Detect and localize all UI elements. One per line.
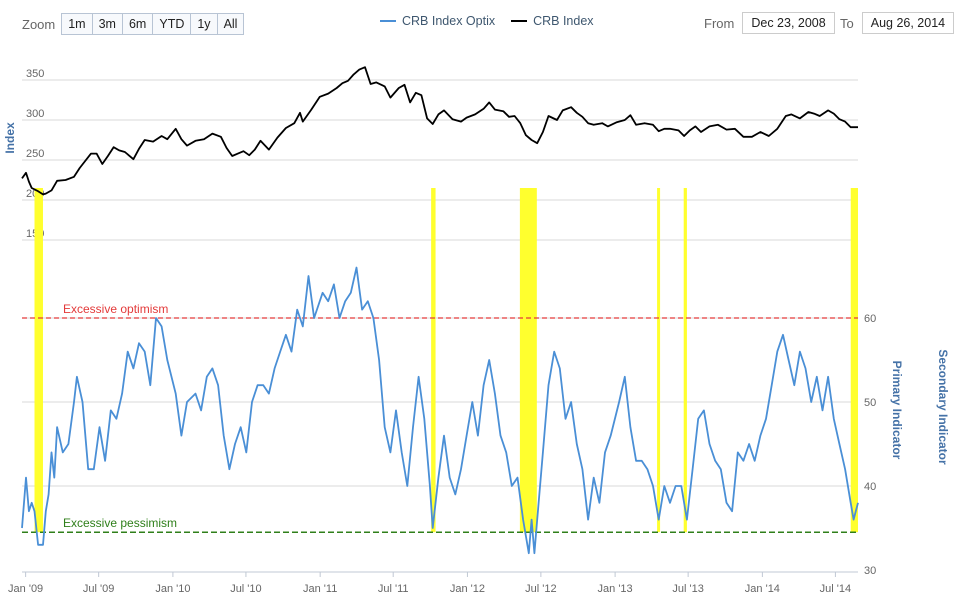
x-tick-label: Jul '10 <box>230 583 261 595</box>
highlight-band <box>431 188 436 533</box>
zoom-3m-button[interactable]: 3m <box>92 14 123 34</box>
zoom-1m-button[interactable]: 1m <box>62 14 93 34</box>
excessive-optimism-label: Excessive optimism <box>63 302 168 316</box>
date-range-to: To Aug 26, 2014 <box>840 12 955 34</box>
zoom-all-button[interactable]: All <box>217 14 244 34</box>
legend-item-index[interactable]: CRB Index <box>511 14 594 28</box>
highlight-band <box>34 188 43 533</box>
to-label: To <box>840 15 854 31</box>
zoom-button-group: 1m 3m 6m YTD 1y All <box>61 13 245 35</box>
highlight-band <box>683 188 687 533</box>
legend-swatch-index <box>511 20 528 22</box>
x-tick-label: Jan '12 <box>450 583 485 595</box>
index-axis-title: Index <box>3 122 17 154</box>
zoom-6m-button[interactable]: 6m <box>122 14 154 34</box>
chart-legend: CRB Index Optix CRB Index <box>380 14 610 28</box>
primary-tick-label: 50 <box>864 397 876 409</box>
x-tick-label: Jul '11 <box>378 583 409 595</box>
legend-label-optix: CRB Index Optix <box>402 14 496 28</box>
x-tick-label: Jul '14 <box>820 583 851 595</box>
primary-tick-label: 30 <box>864 565 876 577</box>
legend-item-optix[interactable]: CRB Index Optix <box>380 14 495 28</box>
legend-label-index: CRB Index <box>533 14 594 28</box>
crb-optix-line <box>21 266 859 555</box>
x-tick-label: Jan '09 <box>8 583 43 595</box>
primary-tick-label: 60 <box>864 313 876 325</box>
x-tick-label: Jul '09 <box>83 583 114 595</box>
x-tick-label: Jan '11 <box>303 583 337 595</box>
from-label: From <box>704 15 735 31</box>
secondary-axis-title: Secondary Indicator <box>936 349 950 465</box>
highlight-band <box>519 188 537 533</box>
from-date-input[interactable]: Dec 23, 2008 <box>742 12 835 34</box>
zoom-ytd-button[interactable]: YTD <box>153 14 192 34</box>
legend-swatch-optix <box>380 20 396 22</box>
date-range-from: From Dec 23, 2008 <box>704 12 835 34</box>
index-tick-label: 300 <box>26 108 44 120</box>
x-tick-label: Jan '14 <box>745 583 780 595</box>
index-tick-label: 350 <box>26 68 44 80</box>
x-tick-label: Jan '13 <box>598 583 633 595</box>
x-tick-label: Jan '10 <box>155 583 190 595</box>
index-tick-label: 250 <box>26 148 44 160</box>
x-tick-label: Jul '13 <box>672 583 703 595</box>
zoom-1y-button[interactable]: 1y <box>191 14 218 34</box>
primary-tick-label: 40 <box>864 481 876 493</box>
to-date-input[interactable]: Aug 26, 2014 <box>861 12 955 34</box>
highlight-band <box>657 188 661 533</box>
primary-axis-title: Primary Indicator <box>890 361 904 460</box>
highlight-band <box>850 188 858 533</box>
zoom-control: Zoom 1m 3m 6m YTD 1y All <box>22 13 245 35</box>
crb-index-line <box>21 66 858 196</box>
x-tick-label: Jul '12 <box>525 583 556 595</box>
excessive-pessimism-label: Excessive pessimism <box>63 516 177 530</box>
zoom-label: Zoom <box>22 16 56 32</box>
